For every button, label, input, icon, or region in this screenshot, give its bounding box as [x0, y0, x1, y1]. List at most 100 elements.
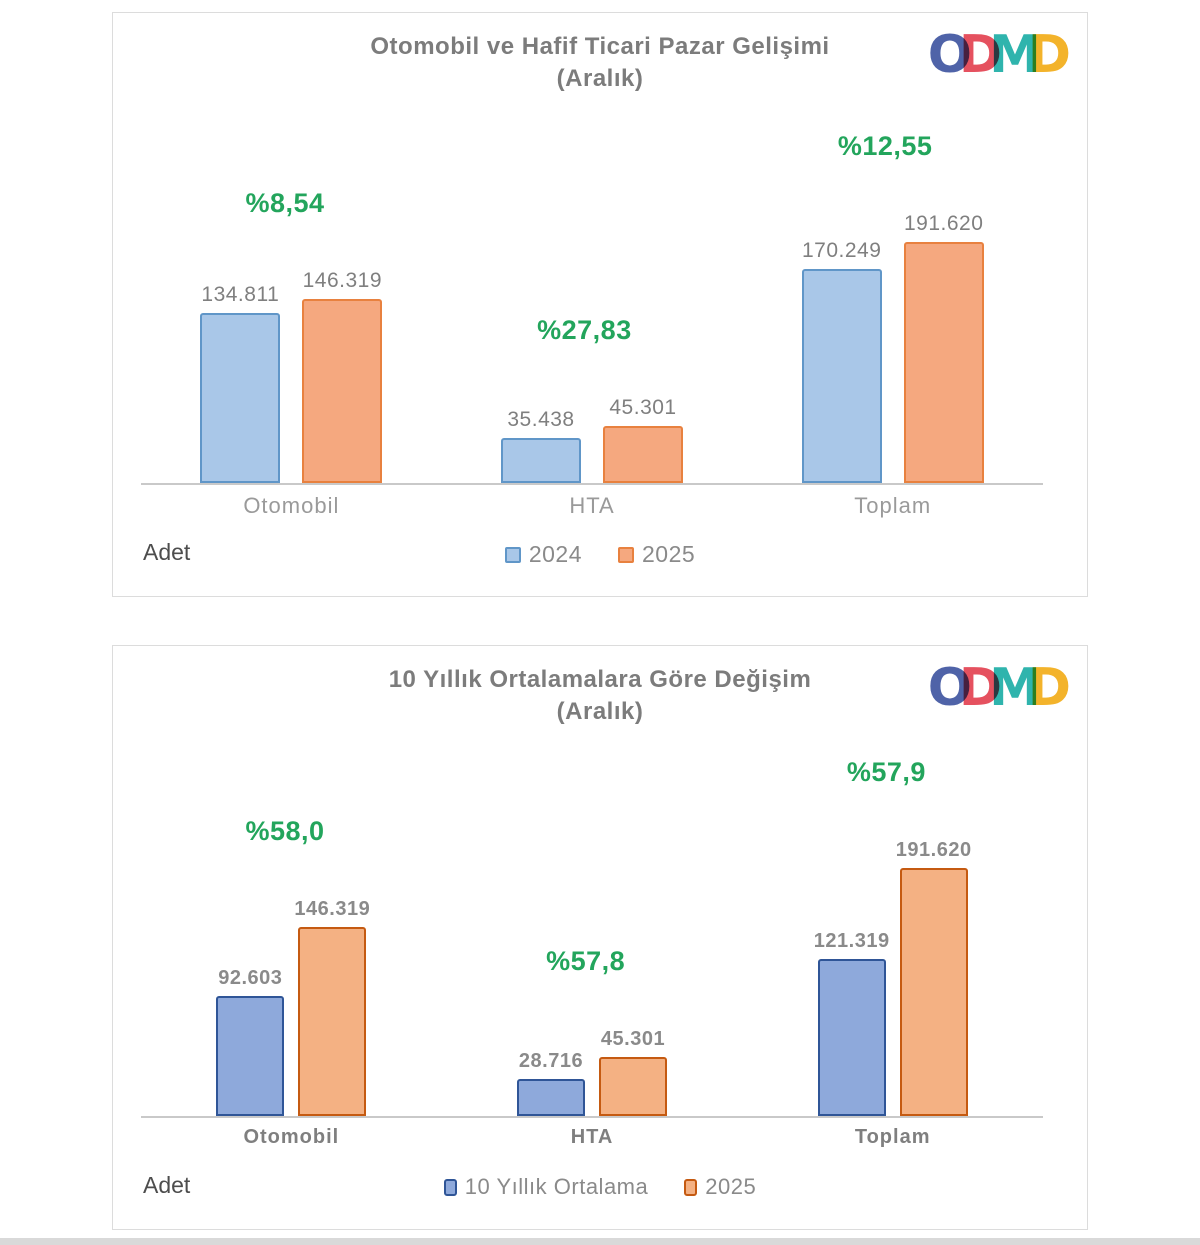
- bar-pair: 28.716 45.301: [442, 1028, 743, 1116]
- legend-label: 2024: [528, 541, 582, 567]
- odmd-logo: ODMD: [928, 25, 1071, 85]
- category-label-toplam: Toplam: [854, 1126, 931, 1148]
- legend-item-10-y-ll-k-ortalama: 10 Yıllık Ortalama: [443, 1174, 649, 1200]
- bar-plot-ten-year-average: %58,0 92.603 146.319 %57,8 28.716 45.301 %57,9…: [141, 746, 1043, 1118]
- bar-slot: 45.301: [599, 1028, 667, 1116]
- bar-pair: 170.249 191.620: [742, 212, 1043, 483]
- bar-group-otomobil: %58,0 92.603 146.319: [141, 746, 442, 1116]
- bar-10-y-ll-k-ortalama-toplam: [817, 959, 886, 1116]
- chart-footer-2: Adet 10 Yıllık Ortalama 2025: [113, 1156, 1087, 1222]
- chart-title-block: Otomobil ve Hafif Ticari Pazar Gelişimi …: [113, 13, 1087, 93]
- bar-2024-toplam: [801, 269, 882, 483]
- legend-marker-icon: [618, 546, 634, 563]
- chart-footer-1: Adet 2024 2025: [113, 523, 1087, 589]
- legend-item-2024: 2024: [504, 541, 582, 568]
- bar-slot: 28.716: [517, 1050, 585, 1116]
- bar-2025-toplam: [903, 242, 984, 483]
- pct-change-label-hta: %27,83: [537, 315, 632, 345]
- chart-header-1: Otomobil ve Hafif Ticari Pazar Gelişimi …: [113, 13, 1087, 113]
- bar-group-hta: %27,83 35.438 45.301: [442, 113, 743, 483]
- chart-title: 10 Yıllık Ortalamalara Göre Değişim: [388, 666, 812, 693]
- value-label-2025-otomobil: 146.319: [302, 269, 383, 292]
- odmd-logo: ODMD: [928, 658, 1071, 718]
- logo-letter-d2: D: [1027, 25, 1071, 85]
- chart-title: Otomobil ve Hafif Ticari Pazar Gelişimi: [370, 33, 830, 60]
- pct-change-label-toplam: %57,9: [846, 757, 926, 787]
- bar-slot: 191.620: [896, 839, 971, 1116]
- legend-marker-icon: [684, 1178, 698, 1196]
- bar-group-otomobil: %8,54 134.811 146.319: [141, 113, 442, 483]
- bar-2024-hta: [501, 438, 581, 483]
- pct-change-label-hta: %57,8: [546, 946, 626, 976]
- bar-10-y-ll-k-ortalama-hta: [517, 1079, 585, 1116]
- legend-label: 2025: [705, 1174, 757, 1199]
- logo-letter-d2: D: [1027, 658, 1071, 718]
- legend-label: 10 Yıllık Ortalama: [464, 1174, 649, 1199]
- bar-2025-otomobil: [302, 299, 383, 483]
- bar-slot: 170.249: [801, 239, 882, 483]
- chart-subtitle: (Aralık): [556, 698, 644, 725]
- legend-marker-icon: [504, 546, 521, 563]
- value-label-2025-hta: 45.301: [609, 396, 677, 419]
- legend: 2024 2025: [113, 523, 1087, 568]
- bar-pair: 92.603 146.319: [141, 898, 442, 1116]
- legend-label: 2025: [642, 541, 696, 567]
- category-label-otomobil: Otomobil: [243, 1126, 340, 1148]
- bar-group-hta: %57,8 28.716 45.301: [442, 746, 743, 1116]
- value-label-2024-toplam: 170.249: [801, 239, 882, 262]
- category-axis: Otomobil HTA Toplam: [141, 485, 1043, 523]
- axis-unit-label: Adet: [143, 1172, 191, 1198]
- page: Otomobil ve Hafif Ticari Pazar Gelişimi …: [0, 12, 1200, 1230]
- bar-group-toplam: %12,55 170.249 191.620: [742, 113, 1043, 483]
- logo-letter-d1: D: [958, 658, 1003, 718]
- logo-letter-o: O: [927, 25, 972, 85]
- legend: 10 Yıllık Ortalama 2025: [113, 1156, 1087, 1200]
- chart-subtitle: (Aralık): [556, 65, 644, 92]
- value-label-2025-hta: 45.301: [600, 1028, 666, 1050]
- bar-2025-hta: [599, 1057, 667, 1116]
- category-label-hta: HTA: [570, 1126, 614, 1148]
- axis-unit-label: Adet: [143, 539, 191, 565]
- ten-year-average-chart-card: 10 Yıllık Ortalamalara Göre Değişim (Ara…: [112, 645, 1088, 1230]
- bar-slot: 35.438: [501, 408, 581, 483]
- logo-letter-m: M: [989, 658, 1041, 718]
- bar-slot: 146.319: [294, 898, 370, 1116]
- category-label-hta: HTA: [569, 493, 615, 518]
- legend-item-2025: 2025: [684, 1174, 756, 1200]
- category-label-toplam: Toplam: [854, 493, 932, 518]
- bar-2024-otomobil: [200, 313, 281, 483]
- value-label-10-y-ll-k-ortalama-otomobil: 92.603: [218, 967, 283, 989]
- logo-letter-d1: D: [958, 25, 1003, 85]
- bar-slot: 134.811: [200, 283, 281, 483]
- bar-pair: 134.811 146.319: [141, 269, 442, 483]
- value-label-2025-otomobil: 146.319: [294, 898, 371, 920]
- chart-header-2: 10 Yıllık Ortalamalara Göre Değişim (Ara…: [113, 646, 1087, 746]
- value-label-10-y-ll-k-ortalama-toplam: 121.319: [813, 930, 890, 952]
- bar-10-y-ll-k-ortalama-otomobil: [216, 996, 285, 1116]
- bar-slot: 45.301: [603, 396, 683, 483]
- bar-slot: 121.319: [814, 930, 889, 1116]
- bar-pair: 35.438 45.301: [442, 396, 743, 483]
- bar-group-toplam: %57,9 121.319 191.620: [742, 746, 1043, 1116]
- pct-change-label-toplam: %12,55: [837, 131, 933, 161]
- legend-item-2025: 2025: [618, 541, 695, 568]
- bar-2025-hta: [603, 426, 683, 483]
- bottom-strip: [0, 1238, 1200, 1245]
- category-axis: Otomobil HTA Toplam: [141, 1118, 1043, 1156]
- market-growth-chart-card: Otomobil ve Hafif Ticari Pazar Gelişimi …: [112, 12, 1088, 597]
- value-label-2024-hta: 35.438: [507, 408, 575, 431]
- logo-letter-o: O: [927, 658, 972, 718]
- value-label-2024-otomobil: 134.811: [201, 283, 280, 306]
- value-label-2025-toplam: 191.620: [895, 839, 972, 861]
- bar-2025-otomobil: [298, 927, 367, 1116]
- bar-2025-toplam: [899, 868, 968, 1116]
- chart-title-block: 10 Yıllık Ortalamalara Göre Değişim (Ara…: [113, 646, 1087, 726]
- bar-slot: 92.603: [216, 967, 285, 1116]
- pct-change-label-otomobil: %8,54: [245, 188, 325, 218]
- category-label-otomobil: Otomobil: [243, 493, 340, 518]
- value-label-10-y-ll-k-ortalama-hta: 28.716: [518, 1050, 584, 1072]
- legend-marker-icon: [443, 1178, 457, 1196]
- bar-slot: 146.319: [302, 269, 383, 483]
- bar-plot-market-growth: %8,54 134.811 146.319 %27,83 35.438 45.301 %12…: [141, 113, 1043, 485]
- value-label-2025-toplam: 191.620: [903, 212, 984, 235]
